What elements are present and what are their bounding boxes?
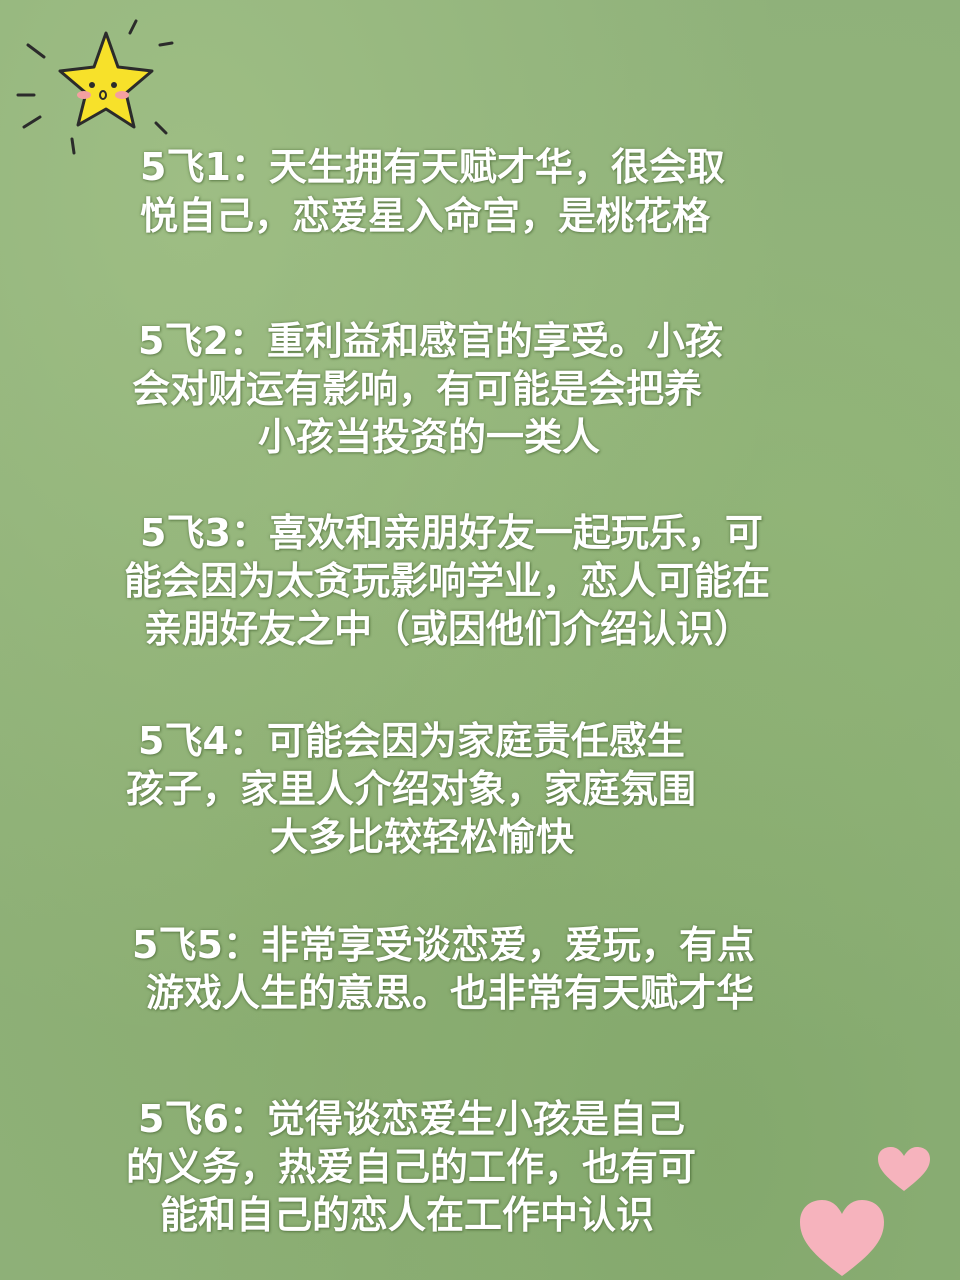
heart-icon: [800, 1200, 884, 1276]
entry-4-line-2: 孩子，家里人介绍对象，家庭氛围: [126, 767, 697, 811]
entry-6-line-1: 5飞6：觉得谈恋爱生小孩是自己: [138, 1097, 685, 1141]
entry-4-line-3: 大多比较轻松愉快: [270, 815, 575, 859]
entry-3-line-2: 能会因为太贪玩影响学业，恋人可能在: [124, 559, 771, 603]
entry-4-line-1: 5飞4：可能会因为家庭责任感生: [138, 719, 685, 763]
star-icon: [16, 19, 174, 155]
entry-1-line-1: 5飞1：天生拥有天赋才华，很会取: [140, 145, 725, 189]
entry-5-line-1: 5飞5：非常享受谈恋爱，爱玩，有点: [132, 923, 755, 967]
entry-2-line-1: 5飞2：重利益和感官的享受。小孩: [138, 319, 723, 363]
heart-icon: [878, 1147, 930, 1191]
entry-3-line-3: 亲朋好友之中（或因他们介绍认识）: [144, 607, 753, 651]
entry-2-line-2: 会对财运有影响，有可能是会把养: [132, 367, 703, 411]
entry-6-line-3: 能和自己的恋人在工作中认识: [160, 1193, 655, 1237]
entry-1-line-2: 悦自己，恋爱星入命宫，是桃花格: [140, 194, 711, 238]
entry-5-line-2: 游戏人生的意思。也非常有天赋才华: [146, 971, 755, 1015]
entry-6-line-2: 的义务，热爱自己的工作，也有可: [126, 1145, 697, 1189]
entry-3-line-1: 5飞3：喜欢和亲朋好友一起玩乐，可: [140, 511, 763, 555]
entry-2-line-3: 小孩当投资的一类人: [258, 415, 601, 459]
